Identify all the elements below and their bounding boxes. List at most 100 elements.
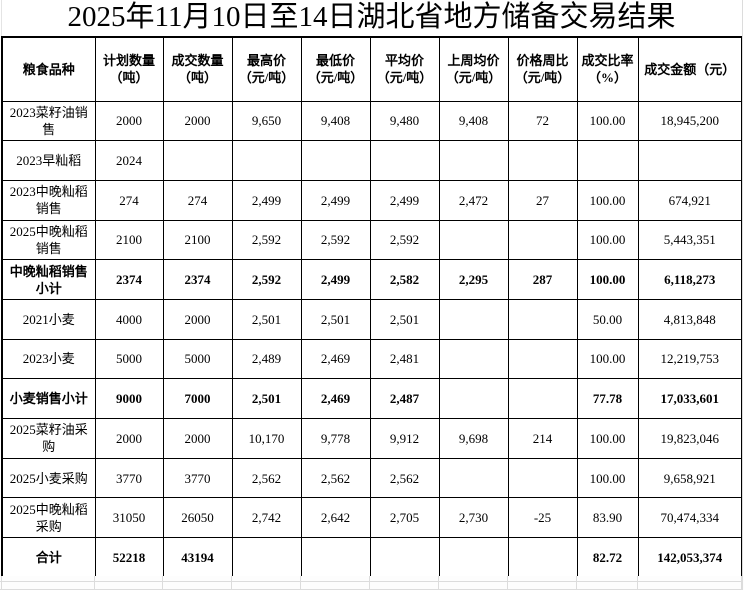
cell-name: 2025中晚籼稻采购	[1, 497, 96, 539]
cell-last_week_avg	[438, 298, 509, 340]
table-row: 2023小麦 5000 5000 2,489 2,469 2,481 100.00 12,21…	[1, 338, 743, 380]
cell-deal: 5000	[162, 338, 233, 380]
cell-high: 2,592	[231, 219, 302, 261]
cell-name: 小麦销售小计	[1, 378, 96, 419]
cell-amount: 5,443,351	[637, 219, 743, 261]
column-header-week_change: 价格周比 （元/吨）	[507, 36, 578, 102]
cell-amount: 19,823,046	[637, 418, 743, 459]
grid-line	[637, 576, 638, 590]
grid-line	[369, 576, 370, 590]
cell-high: 2,501	[231, 298, 302, 340]
cell-deal: 43194	[162, 537, 233, 578]
cell-deal_ratio: 82.72	[576, 537, 639, 578]
cell-deal_ratio: 77.78	[576, 378, 639, 419]
cell-amount: 12,219,753	[637, 338, 743, 380]
table-header: 粮食品种 计划数量 （吨） 成交数量 （吨） 最高价 （元/吨） 最低价 （元/吨） 平均…	[1, 36, 743, 102]
cell-last_week_avg	[438, 140, 509, 181]
cell-plan: 2100	[94, 219, 164, 261]
cell-name: 2025小麦采购	[1, 457, 96, 499]
subtotal-row: 中晚籼稻销售小计 2374 2374 2,592 2,499 2,582 2,295 287 1…	[1, 259, 743, 300]
cell-last_week_avg: 9,698	[438, 418, 509, 459]
cell-plan: 9000	[94, 378, 164, 419]
cell-avg	[369, 140, 440, 181]
grid-line	[231, 576, 232, 590]
cell-high: 10,170	[231, 418, 302, 459]
cell-low: 9,408	[300, 100, 371, 142]
cell-avg: 9,912	[369, 418, 440, 459]
table-body: 2023菜籽油销售 2000 2000 9,650 9,408 9,480 9,408 72 1…	[1, 100, 743, 578]
cell-week_change: 214	[507, 418, 578, 459]
cell-amount: 17,033,601	[637, 378, 743, 419]
cell-high: 2,501	[231, 378, 302, 419]
cell-deal: 2100	[162, 219, 233, 261]
table-row: 2023中晚籼稻销售 274 274 2,499 2,499 2,499 2,472 27 10…	[1, 179, 743, 221]
cell-plan: 31050	[94, 497, 164, 539]
cell-amount: 4,813,848	[637, 298, 743, 340]
table-row: 2025菜籽油采购 2000 2000 10,170 9,778 9,912 9,698 21…	[1, 418, 743, 459]
cell-low: 2,642	[300, 497, 371, 539]
cell-week_change: 27	[507, 179, 578, 221]
cell-avg: 2,487	[369, 378, 440, 419]
cell-last_week_avg	[438, 338, 509, 380]
cell-deal_ratio: 100.00	[576, 219, 639, 261]
cell-deal_ratio: 100.00	[576, 179, 639, 221]
cell-deal_ratio: 83.90	[576, 497, 639, 539]
cell-low	[300, 537, 371, 578]
grid-line	[438, 576, 439, 590]
table-row: 2025中晚籼稻采购 31050 26050 2,742 2,642 2,705 2,730…	[1, 497, 743, 539]
cell-plan: 2000	[94, 418, 164, 459]
cell-high	[231, 537, 302, 578]
cell-low: 9,778	[300, 418, 371, 459]
cell-high: 2,592	[231, 259, 302, 300]
column-header-plan: 计划数量 （吨）	[94, 36, 164, 102]
cell-low: 2,501	[300, 298, 371, 340]
cell-name: 2023菜籽油销售	[1, 100, 96, 142]
cell-low	[300, 140, 371, 181]
cell-deal_ratio: 100.00	[576, 418, 639, 459]
cell-plan: 2374	[94, 259, 164, 300]
column-header-deal_ratio: 成交比率 （%）	[576, 36, 639, 102]
cell-deal_ratio	[576, 140, 639, 181]
column-header-avg: 平均价 （元/吨）	[369, 36, 440, 102]
grid-line	[1, 576, 2, 590]
spreadsheet-grid-strip	[0, 576, 744, 590]
cell-high: 2,742	[231, 497, 302, 539]
column-header-last_week_avg: 上周均价 （元/吨）	[438, 36, 509, 102]
cell-low: 2,469	[300, 378, 371, 419]
cell-deal: 2000	[162, 298, 233, 340]
grid-line	[0, 581, 742, 582]
cell-high: 2,489	[231, 338, 302, 380]
grid-line	[576, 576, 577, 590]
trade-results-table: 粮食品种 计划数量 （吨） 成交数量 （吨） 最高价 （元/吨） 最低价 （元/吨） 平均…	[1, 36, 743, 579]
cell-avg: 2,705	[369, 497, 440, 539]
cell-last_week_avg	[438, 457, 509, 499]
cell-high: 9,650	[231, 100, 302, 142]
cell-deal: 274	[162, 179, 233, 221]
cell-week_change	[507, 219, 578, 261]
cell-low: 2,469	[300, 338, 371, 380]
cell-deal: 2000	[162, 418, 233, 459]
cell-avg: 2,562	[369, 457, 440, 499]
grid-line	[94, 576, 95, 590]
subtotal-row: 小麦销售小计 9000 7000 2,501 2,469 2,487 77.78 17,033…	[1, 378, 743, 419]
cell-amount: 18,945,200	[637, 100, 743, 142]
grid-line	[507, 576, 508, 590]
cell-plan: 274	[94, 179, 164, 221]
cell-name: 中晚籼稻销售小计	[1, 259, 96, 300]
cell-week_change: 72	[507, 100, 578, 142]
column-header-high: 最高价 （元/吨）	[231, 36, 302, 102]
cell-high	[231, 140, 302, 181]
cell-name: 合计	[1, 537, 96, 578]
column-header-deal: 成交数量 （吨）	[162, 36, 233, 102]
cell-plan: 2024	[94, 140, 164, 181]
cell-amount: 142,053,374	[637, 537, 743, 578]
cell-deal: 2000	[162, 100, 233, 142]
cell-deal	[162, 140, 233, 181]
cell-week_change	[507, 140, 578, 181]
cell-high: 2,499	[231, 179, 302, 221]
cell-deal: 3770	[162, 457, 233, 499]
cell-name: 2021小麦	[1, 298, 96, 340]
cell-week_change	[507, 537, 578, 578]
cell-deal_ratio: 100.00	[576, 457, 639, 499]
